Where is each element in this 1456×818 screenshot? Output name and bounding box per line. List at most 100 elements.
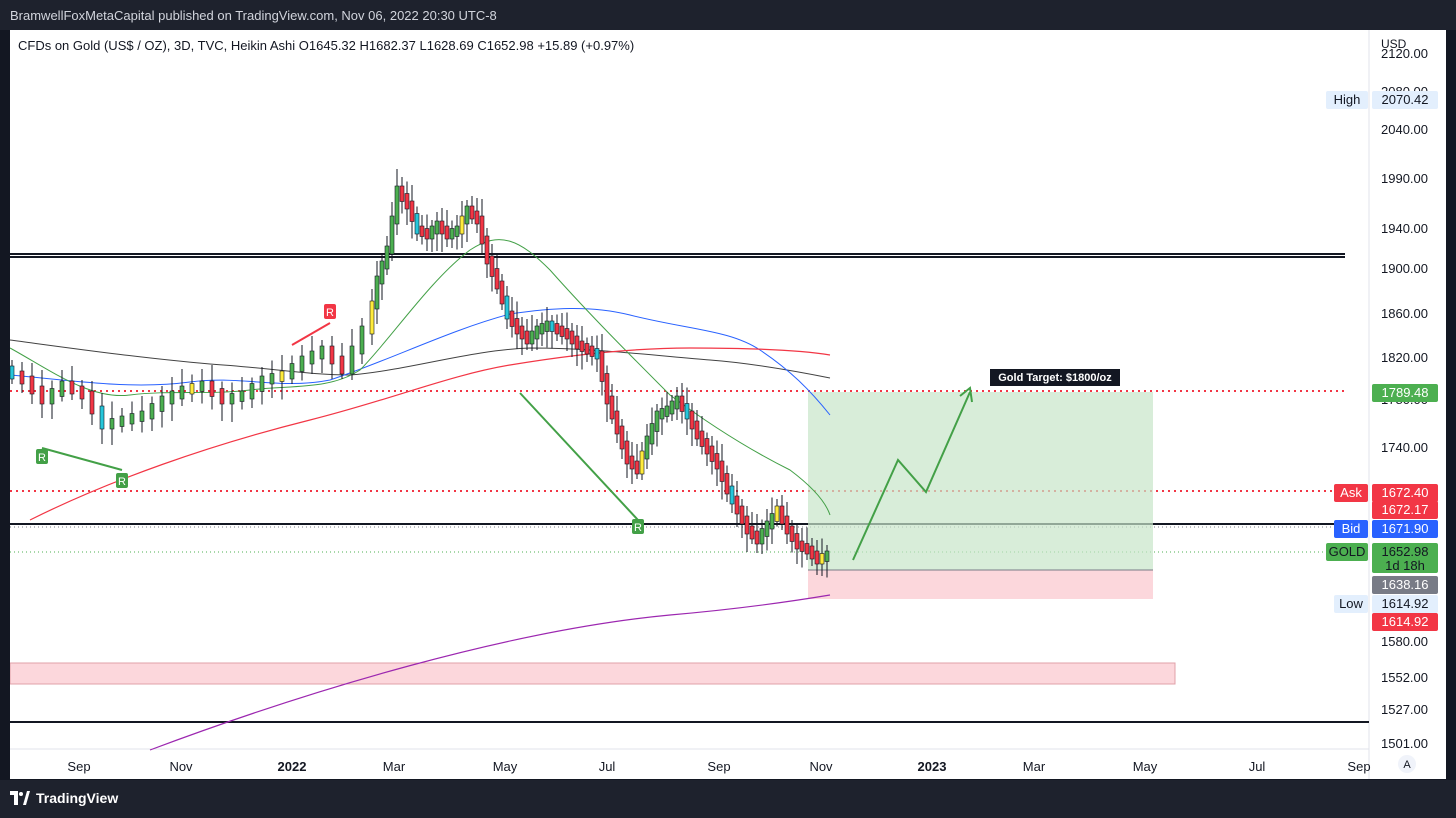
- price-label: 1672.17: [1372, 501, 1438, 519]
- candle-body: [454, 225, 460, 237]
- long-profit-zone[interactable]: [808, 392, 1153, 570]
- trend-line-1[interactable]: [41, 447, 123, 471]
- candle-body: [629, 455, 635, 470]
- candle-body: [229, 393, 235, 405]
- price-tag-label: High: [1334, 92, 1361, 107]
- tradingview-logo[interactable]: TradingView: [10, 790, 118, 806]
- price-label-countdown: 1d 18h: [1385, 558, 1425, 573]
- candle-body: [789, 525, 795, 542]
- signal-marker-label: R: [118, 476, 126, 488]
- candle-body: [719, 460, 725, 482]
- candle-body: [504, 295, 510, 320]
- price-tag-label: Bid: [1342, 521, 1361, 536]
- price-label: 1789.48: [1372, 384, 1438, 402]
- candle-body: [59, 380, 65, 397]
- candle-body: [799, 540, 805, 552]
- candle-body: [414, 213, 420, 235]
- auto-scale-button[interactable]: A: [1398, 755, 1416, 773]
- candle-body: [754, 530, 760, 545]
- price-tag-label: Ask: [1340, 485, 1362, 500]
- candle-body: [499, 280, 505, 305]
- candle-body: [329, 345, 335, 365]
- candle-body: [404, 193, 410, 210]
- trend-line-2[interactable]: [291, 322, 331, 346]
- candle-body: [609, 395, 615, 420]
- price-tick-label: 1820.00: [1381, 350, 1428, 365]
- candle-body: [494, 268, 500, 290]
- signal-marker[interactable]: R: [36, 449, 48, 464]
- candle-body: [249, 383, 255, 400]
- candle-body: [574, 335, 580, 350]
- candle-body: [749, 525, 755, 540]
- candle-body: [559, 325, 565, 337]
- candle-body: [444, 225, 450, 240]
- signal-markers-group: R R R R: [36, 304, 644, 534]
- candle-body: [634, 460, 640, 475]
- candle-body: [424, 228, 430, 240]
- demand-zone-box[interactable]: [9, 662, 1176, 685]
- candle-body: [339, 355, 345, 375]
- candle-body: [169, 390, 175, 405]
- candle-body: [434, 220, 440, 235]
- candle-body: [659, 408, 665, 420]
- ma-100-line: [9, 308, 831, 416]
- candle-body: [614, 410, 620, 435]
- candle-body: [654, 410, 660, 432]
- annotation-text: Gold Target: $1800/oz: [998, 372, 1112, 384]
- candle-body: [569, 330, 575, 345]
- projection-path[interactable]: [852, 391, 971, 561]
- candle-body: [774, 505, 780, 522]
- price-tick-label: 1990.00: [1381, 171, 1428, 186]
- time-tick-label: Sep: [67, 759, 90, 774]
- candle-body: [564, 328, 570, 340]
- candle-body: [189, 383, 195, 395]
- candle-body: [139, 410, 145, 422]
- candle-body: [49, 388, 55, 405]
- candle-body: [529, 330, 535, 345]
- candle-body: [299, 355, 305, 372]
- signal-marker[interactable]: R: [116, 473, 128, 488]
- price-label-bg: [1372, 595, 1438, 613]
- price-tick-label: 1860.00: [1381, 306, 1428, 321]
- candle-body: [449, 228, 455, 240]
- target-annotation[interactable]: Gold Target: $1800/oz: [990, 369, 1120, 386]
- candle-body: [604, 373, 610, 405]
- long-stop-zone[interactable]: [808, 570, 1153, 599]
- candle-body: [484, 235, 490, 265]
- price-label: 1614.92 Low: [1334, 595, 1438, 613]
- price-label-value: 1652.98: [1382, 544, 1429, 559]
- time-axis[interactable]: Sep Nov 2022 Mar May Jul Sep Nov 2023 Mar May Jul Se…: [67, 759, 1370, 774]
- price-label-bg: [1372, 613, 1438, 631]
- signal-marker-bg: [324, 304, 336, 319]
- candle-body: [824, 550, 830, 562]
- candle-body: [309, 350, 315, 365]
- price-label-bg: [1372, 543, 1438, 573]
- instrument-line: CFDs on Gold (US$ / OZ), 3D, TVC, Heikin…: [18, 38, 634, 53]
- candle-body: [704, 438, 710, 455]
- time-tick-label: Mar: [1023, 759, 1046, 774]
- candle-body: [464, 205, 470, 225]
- price-tag-label: Low: [1339, 596, 1363, 611]
- candle-body: [709, 445, 715, 462]
- trend-line-3[interactable]: [519, 392, 639, 521]
- candle-body: [239, 390, 245, 402]
- candle-body: [584, 343, 590, 355]
- candle-body: [814, 550, 820, 565]
- price-label: 1672.40 Ask: [1334, 484, 1438, 502]
- signal-marker-label: R: [634, 522, 642, 534]
- signal-marker-label: R: [326, 307, 334, 319]
- signal-marker[interactable]: R: [632, 519, 644, 534]
- time-tick-label: Nov: [809, 759, 833, 774]
- ma-purple-line: [149, 594, 831, 751]
- candle-body: [779, 505, 785, 525]
- candle-body: [554, 323, 560, 335]
- signal-marker[interactable]: R: [324, 304, 336, 319]
- price-label-value: 1638.16: [1382, 577, 1429, 592]
- candle-body: [19, 370, 25, 385]
- price-tick-label: 1940.00: [1381, 221, 1428, 236]
- time-tick-label: Nov: [169, 759, 193, 774]
- time-tick-label: Jul: [599, 759, 616, 774]
- auto-scale-label: A: [1403, 759, 1411, 771]
